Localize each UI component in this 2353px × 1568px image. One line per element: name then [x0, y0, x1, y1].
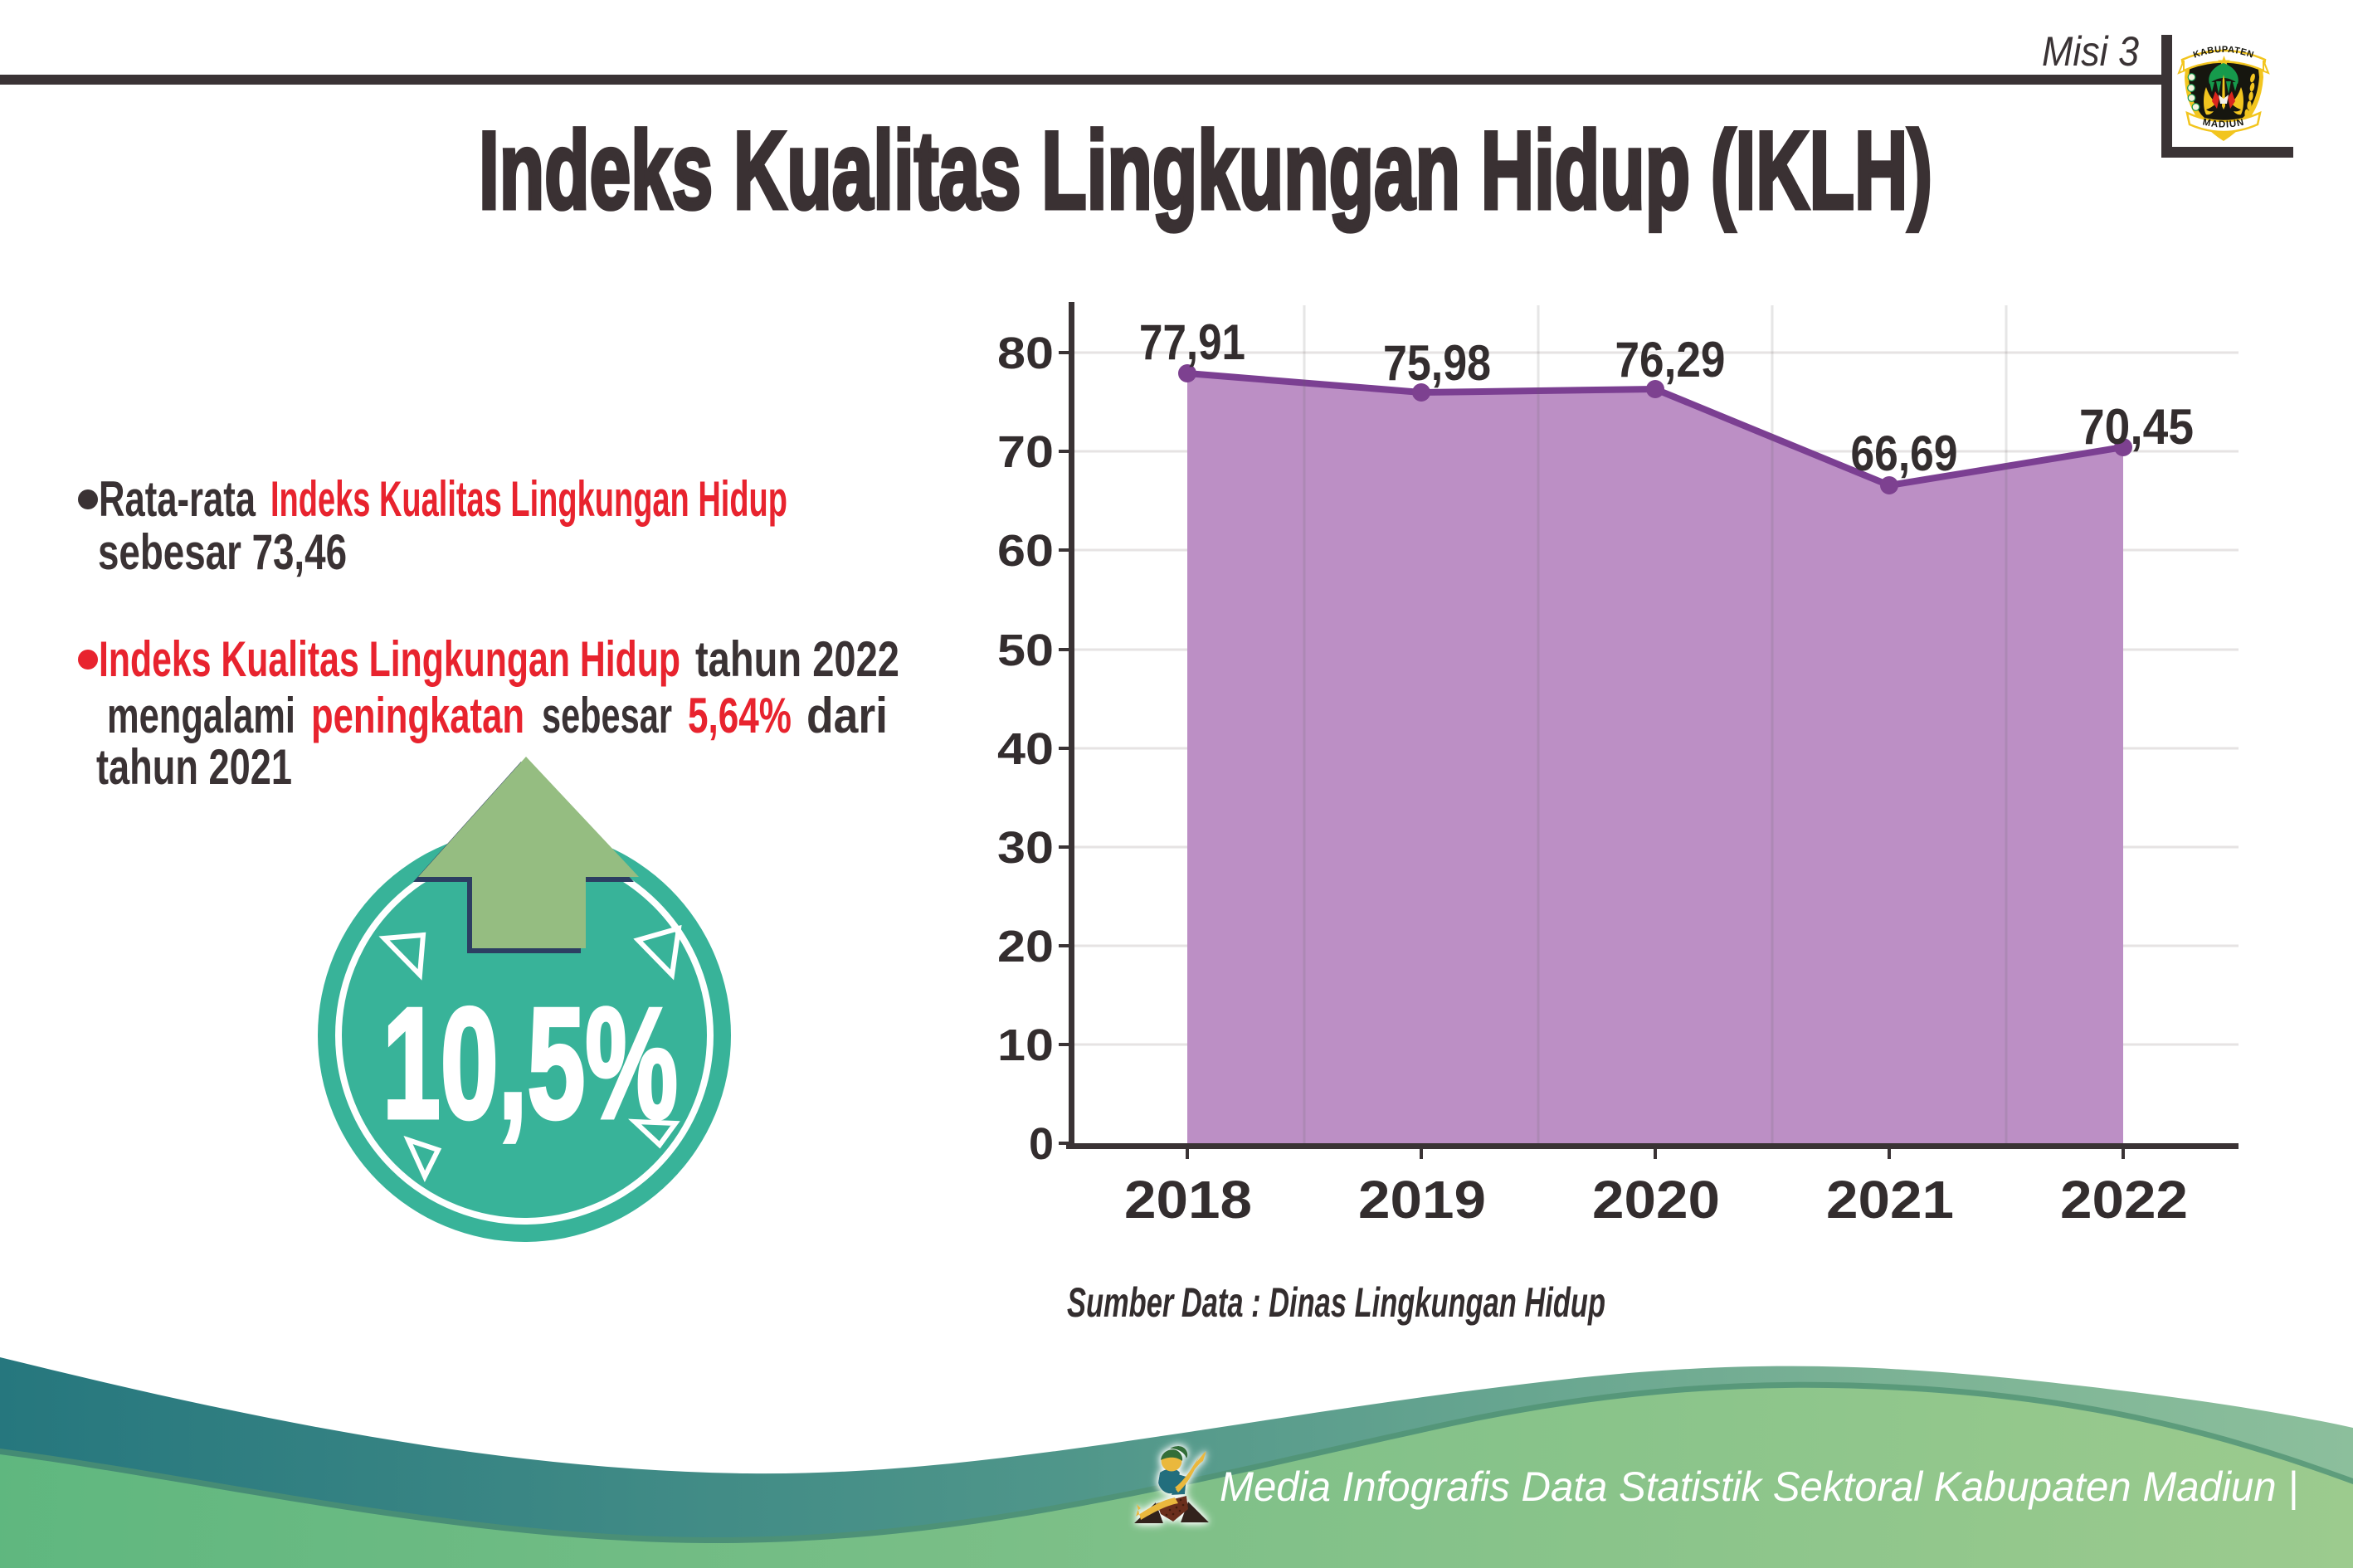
- svg-text:0: 0: [1029, 1119, 1054, 1169]
- svg-text:dari: dari: [806, 688, 888, 743]
- svg-text:75,98: 75,98: [1383, 335, 1491, 391]
- svg-text:Indeks Kualitas Lingkungan Hid: Indeks Kualitas Lingkungan Hidup: [99, 631, 680, 687]
- svg-text:mengalami: mengalami: [107, 688, 295, 743]
- svg-text:tahun 2021: tahun 2021: [96, 739, 292, 795]
- svg-text:Indeks Kualitas Lingkungan Hid: Indeks Kualitas Lingkungan Hidup: [270, 471, 787, 527]
- svg-text:sebesar: sebesar: [542, 688, 672, 743]
- svg-text:80: 80: [997, 329, 1054, 378]
- svg-text:50: 50: [997, 626, 1054, 675]
- svg-text:40: 40: [997, 724, 1054, 774]
- svg-text:Sumber Data : Dinas Lingkungan: Sumber Data : Dinas Lingkungan Hidup: [1067, 1279, 1605, 1326]
- svg-text:77,91: 77,91: [1139, 314, 1245, 370]
- svg-text:5,64%: 5,64%: [688, 688, 792, 743]
- svg-text:70: 70: [997, 427, 1054, 477]
- svg-text:Indeks Kualitas Lingkungan Hid: Indeks Kualitas Lingkungan Hidup (IKLH): [479, 110, 1932, 232]
- svg-text:sebesar 73,46: sebesar 73,46: [98, 524, 347, 580]
- svg-text:76,29: 76,29: [1615, 332, 1726, 387]
- svg-text:Rata-rata: Rata-rata: [99, 471, 256, 527]
- svg-text:30: 30: [997, 823, 1054, 873]
- svg-text:2022: 2022: [2060, 1170, 2188, 1230]
- svg-text:tahun 2022: tahun 2022: [695, 631, 899, 687]
- svg-text:66,69: 66,69: [1851, 426, 1958, 481]
- svg-text:20: 20: [997, 922, 1054, 971]
- svg-text:60: 60: [997, 526, 1054, 576]
- svg-text:10,5%: 10,5%: [382, 976, 678, 1152]
- svg-text:2019: 2019: [1358, 1170, 1486, 1230]
- svg-text:70,45: 70,45: [2079, 399, 2194, 455]
- svg-text:Misi 3: Misi 3: [2042, 28, 2139, 75]
- svg-text:Media Infografis Data Statisti: Media Infografis Data Statistik Sektoral…: [1220, 1463, 2298, 1511]
- svg-text:2020: 2020: [1592, 1170, 1720, 1230]
- svg-text:MADIUN: MADIUN: [2202, 117, 2246, 129]
- svg-text:2018: 2018: [1124, 1170, 1252, 1230]
- svg-text:10: 10: [997, 1020, 1054, 1070]
- svg-text:peningkatan: peningkatan: [311, 688, 524, 743]
- svg-text:2021: 2021: [1826, 1170, 1954, 1230]
